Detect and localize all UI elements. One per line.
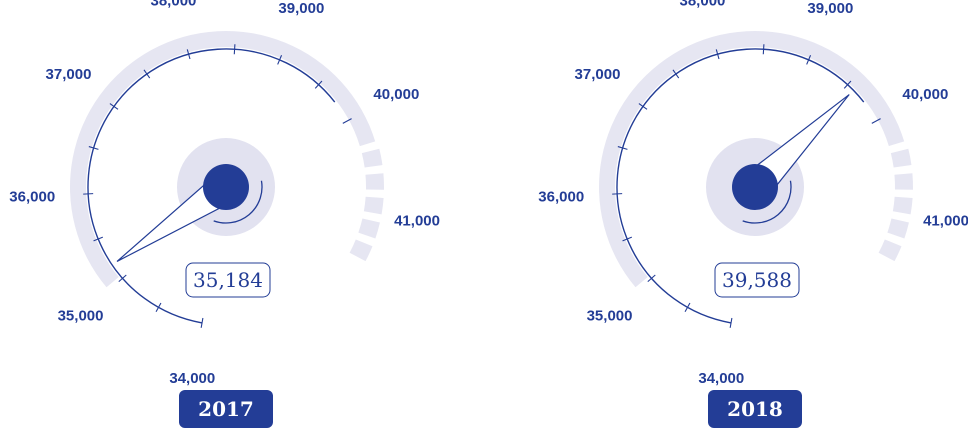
scale-tick [88, 146, 99, 150]
dial-band-stripe [361, 148, 383, 168]
dial-band [599, 31, 905, 288]
tick-label: 40,000 [902, 86, 948, 103]
tick-label: 35,000 [58, 307, 104, 324]
scale-tick [762, 44, 765, 55]
scale-tick [843, 80, 852, 89]
year-label: 2018 [727, 397, 783, 421]
tick-label: 40,000 [373, 86, 419, 103]
scale-tick [684, 302, 691, 312]
year-badge [179, 390, 273, 428]
value-label-box [185, 262, 271, 298]
tick-label: 39,000 [807, 0, 853, 17]
hub-inner-arc [742, 180, 792, 224]
tick-label: 35,000 [587, 307, 633, 324]
dial-band-stripe [349, 239, 373, 262]
hub [732, 164, 778, 210]
scale-tick [118, 274, 127, 283]
gauge-2018: 34,000 35,000 36,000 37,000 38,000 39,000 40,0… [538, 0, 968, 428]
scale-tick [277, 55, 283, 65]
dial-band [70, 31, 376, 288]
scale-tick [871, 118, 881, 124]
dial-band-stripe [365, 173, 384, 190]
scale-tick [715, 49, 720, 60]
scale-tick [233, 44, 236, 55]
tick-label: 41,000 [394, 213, 440, 230]
dial-band-stripe [358, 218, 380, 239]
scale-tick [186, 49, 191, 60]
scale-tick [672, 69, 680, 79]
scale-tick [155, 302, 162, 312]
dial-band-stripe [878, 239, 902, 262]
scale-tick [200, 317, 204, 328]
tick-label: 34,000 [698, 370, 744, 387]
gauge-2017: 34,000 35,000 36,000 37,000 38,000 39,000 40,0… [9, 0, 440, 428]
tick-label: 41,000 [923, 213, 968, 230]
scale-tick [806, 55, 812, 65]
scale-tick [342, 118, 352, 124]
tick-label: 36,000 [538, 189, 584, 206]
value-label: 35,184 [193, 268, 263, 292]
scale-tick [93, 236, 104, 242]
scale-tick [617, 146, 628, 150]
dial-band-stripe [894, 173, 913, 190]
value-label: 39,588 [722, 268, 792, 292]
hub [203, 164, 249, 210]
tick-label: 37,000 [46, 66, 92, 83]
year-label: 2017 [198, 397, 254, 421]
scale-tick [622, 236, 633, 242]
tick-label: 37,000 [575, 66, 621, 83]
scale-tick [109, 103, 119, 110]
value-label-box [714, 262, 800, 298]
scale-tick [143, 69, 151, 79]
scale-tick [314, 80, 323, 89]
scale-arc [87, 48, 336, 324]
tick-label: 38,000 [151, 0, 197, 9]
year-badge [708, 390, 802, 428]
dial-band-stripe [892, 196, 913, 215]
scale-tick [638, 103, 648, 110]
tick-label: 34,000 [169, 370, 215, 387]
scale-tick [729, 317, 733, 328]
dial-band-stripe [363, 196, 384, 215]
hub-inner-arc [213, 180, 263, 224]
tick-label: 39,000 [278, 0, 324, 17]
dial-band-stripe [890, 148, 912, 168]
dial-band-stripe [887, 218, 909, 239]
tick-label: 36,000 [9, 189, 55, 206]
tick-label: 38,000 [680, 0, 726, 9]
scale-tick [647, 274, 656, 283]
scale-arc [616, 48, 865, 324]
